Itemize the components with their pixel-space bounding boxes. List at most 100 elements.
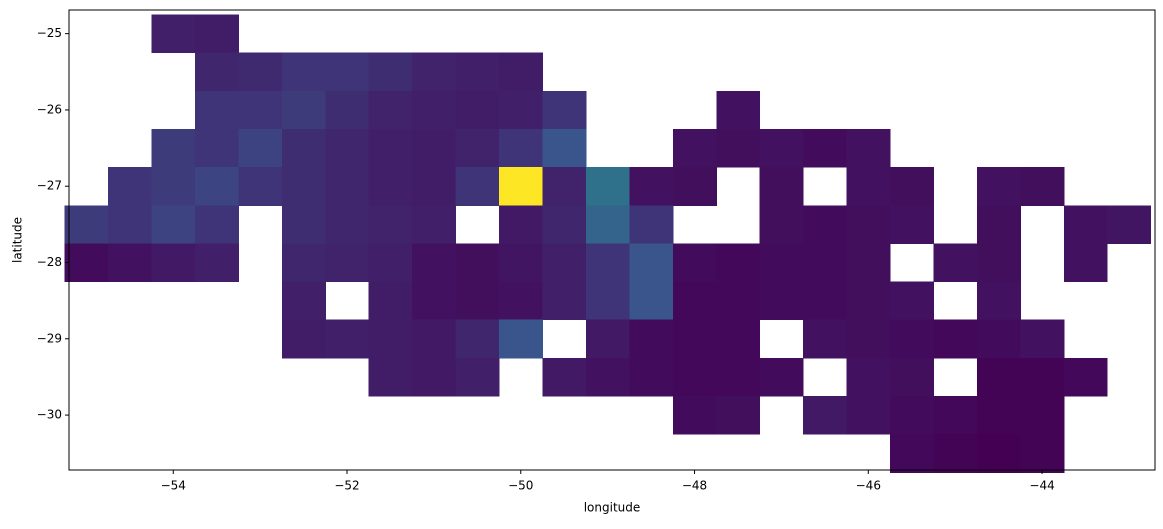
cell bbox=[846, 396, 891, 435]
cell bbox=[890, 396, 934, 435]
cell bbox=[716, 319, 761, 359]
cell bbox=[585, 167, 630, 206]
cell bbox=[803, 396, 848, 435]
cell bbox=[325, 90, 370, 130]
cell bbox=[585, 205, 630, 244]
cell bbox=[672, 281, 717, 321]
cell bbox=[803, 129, 848, 168]
cell bbox=[672, 129, 717, 168]
cell bbox=[325, 167, 370, 206]
cell bbox=[194, 129, 239, 168]
cell bbox=[585, 243, 630, 283]
cell bbox=[499, 243, 543, 283]
plot-frame bbox=[68, 9, 1156, 471]
cell bbox=[325, 52, 370, 92]
cell bbox=[325, 319, 370, 359]
cell bbox=[672, 243, 717, 283]
y-tick-label: −26 bbox=[37, 102, 62, 116]
cell bbox=[976, 205, 1021, 244]
cell bbox=[281, 52, 326, 92]
cell bbox=[499, 129, 543, 168]
cell bbox=[846, 357, 891, 397]
cell bbox=[976, 319, 1021, 359]
y-tick-label: −29 bbox=[37, 331, 62, 345]
cell bbox=[108, 167, 153, 206]
cell bbox=[716, 281, 761, 321]
cell bbox=[542, 243, 587, 283]
y-tick-label: −27 bbox=[37, 179, 62, 193]
cell bbox=[803, 205, 848, 244]
cell bbox=[281, 167, 326, 206]
cell bbox=[629, 205, 674, 244]
x-axis-label: longitude bbox=[584, 501, 641, 515]
cell bbox=[1020, 434, 1065, 473]
x-tick-label: −44 bbox=[1029, 479, 1054, 493]
cell bbox=[629, 357, 674, 397]
cell bbox=[194, 243, 239, 283]
cell bbox=[672, 319, 717, 359]
cell bbox=[151, 205, 196, 244]
cell bbox=[933, 396, 978, 435]
cell bbox=[455, 243, 500, 283]
cell bbox=[325, 243, 370, 283]
y-tick-label: −28 bbox=[37, 255, 62, 269]
cell bbox=[194, 90, 239, 130]
cell bbox=[368, 90, 413, 130]
cell bbox=[890, 167, 934, 206]
cell bbox=[281, 319, 326, 359]
cell bbox=[455, 281, 500, 321]
x-tick-label: −54 bbox=[161, 479, 186, 493]
y-axis-label: latitude bbox=[11, 217, 25, 263]
cell bbox=[585, 357, 630, 397]
cell bbox=[499, 52, 543, 92]
cell bbox=[846, 129, 891, 168]
cell bbox=[499, 319, 543, 359]
cell bbox=[412, 90, 457, 130]
cell bbox=[716, 129, 761, 168]
cell bbox=[325, 205, 370, 244]
cell bbox=[108, 243, 153, 283]
cell bbox=[151, 14, 196, 54]
cell bbox=[151, 243, 196, 283]
cell bbox=[629, 243, 674, 283]
cell bbox=[412, 167, 457, 206]
cell bbox=[716, 396, 761, 435]
cell bbox=[281, 243, 326, 283]
cell bbox=[716, 90, 761, 130]
cell bbox=[455, 319, 500, 359]
x-tick-label: −46 bbox=[856, 479, 881, 493]
cell bbox=[1063, 243, 1108, 283]
cell bbox=[281, 281, 326, 321]
cell bbox=[1063, 357, 1108, 397]
cell bbox=[542, 281, 587, 321]
cell bbox=[455, 167, 500, 206]
cell bbox=[846, 205, 891, 244]
cell bbox=[1020, 167, 1065, 206]
cell bbox=[499, 281, 543, 321]
cell bbox=[281, 205, 326, 244]
cell bbox=[976, 357, 1021, 397]
cell bbox=[455, 357, 500, 397]
cell bbox=[542, 205, 587, 244]
cell bbox=[325, 129, 370, 168]
cell bbox=[281, 90, 326, 130]
cell bbox=[933, 434, 978, 473]
cell bbox=[890, 357, 934, 397]
cell bbox=[194, 205, 239, 244]
cell bbox=[846, 167, 891, 206]
cell bbox=[368, 52, 413, 92]
cell bbox=[846, 319, 891, 359]
cell bbox=[412, 205, 457, 244]
cell bbox=[1020, 319, 1065, 359]
cell bbox=[412, 129, 457, 168]
cell bbox=[846, 281, 891, 321]
cell bbox=[716, 243, 761, 283]
cell bbox=[281, 129, 326, 168]
cell bbox=[933, 319, 978, 359]
cell bbox=[368, 243, 413, 283]
cell bbox=[759, 281, 804, 321]
cell bbox=[585, 281, 630, 321]
cell bbox=[1020, 396, 1065, 435]
